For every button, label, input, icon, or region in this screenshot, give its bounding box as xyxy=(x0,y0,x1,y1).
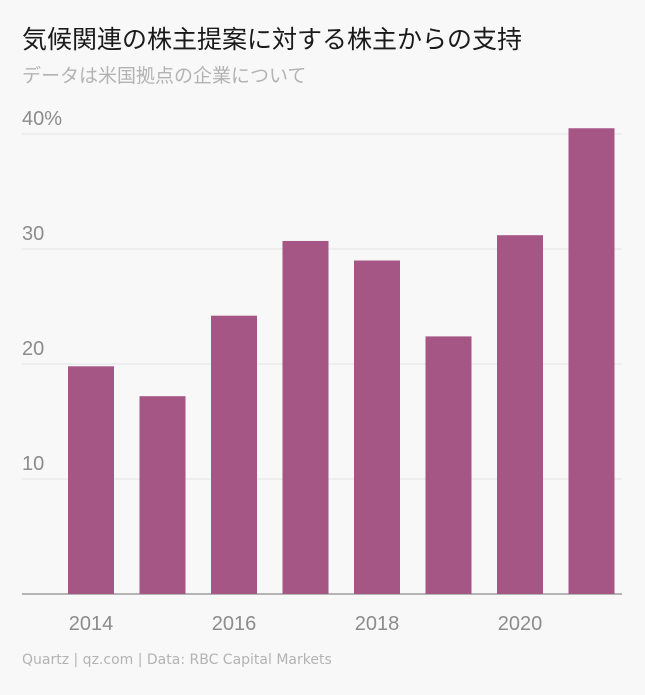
bar-2020 xyxy=(497,235,543,594)
x-tick-label: 2014 xyxy=(69,613,114,635)
bar-2015 xyxy=(139,396,186,594)
chart-subtitle: データは米国拠点の企業について xyxy=(22,65,307,87)
bar-2017 xyxy=(282,240,329,594)
bar-chart: 10 20 30 40% 2014 2016 2018 2020 xyxy=(22,108,622,635)
bar-2021 xyxy=(568,128,615,594)
y-tick-label: 40% xyxy=(22,108,62,130)
y-tick-label: 30 xyxy=(22,223,44,245)
x-tick-label: 2020 xyxy=(498,613,543,635)
y-tick-label: 20 xyxy=(22,338,44,360)
chart-title: 気候関連の株主提案に対する株主からの支持 xyxy=(22,25,523,54)
y-tick-label: 10 xyxy=(22,453,44,475)
bar-2018 xyxy=(354,260,400,594)
bar-2016 xyxy=(211,315,257,594)
bar-2014 xyxy=(68,366,114,594)
x-tick-label: 2018 xyxy=(355,613,400,635)
y-axis-ticks: 10 20 30 40% xyxy=(22,108,62,475)
x-axis-ticks: 2014 2016 2018 2020 xyxy=(69,613,543,635)
bars xyxy=(68,128,615,594)
x-tick-label: 2016 xyxy=(212,613,257,635)
bar-2019 xyxy=(425,336,472,594)
source-footer: Quartz | qz.com | Data: RBC Capital Mark… xyxy=(22,652,332,668)
